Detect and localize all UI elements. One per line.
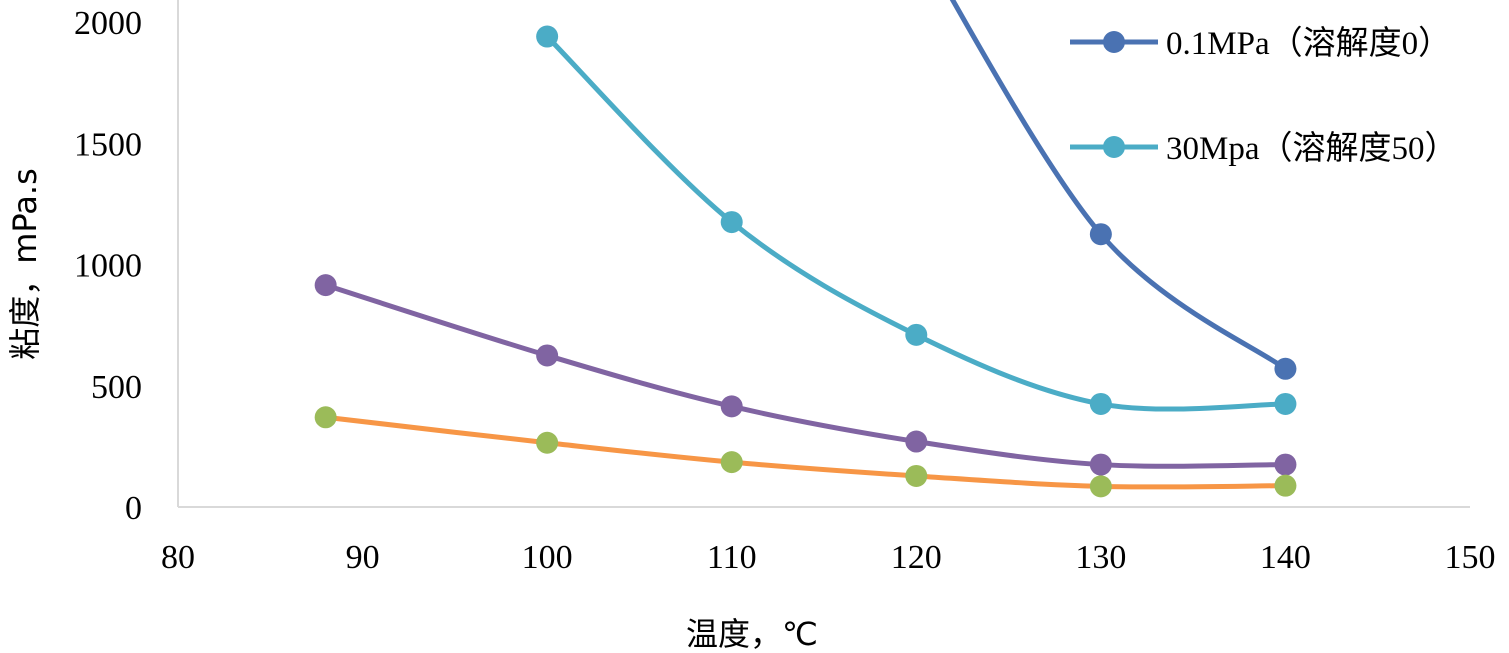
series-line-3 xyxy=(323,282,1288,469)
x-tick-label: 90 xyxy=(346,539,380,576)
legend-entry: 0.1MPa（溶解度0） xyxy=(1166,25,1451,62)
legend-swatch-marker xyxy=(1103,31,1125,53)
legend-swatch-marker xyxy=(1103,136,1125,158)
x-tick-label: 120 xyxy=(891,539,942,576)
series-3-point xyxy=(536,344,559,367)
axes: 0 500 1000 1500 2000 80 90 100 110 120 130 140 150 xyxy=(74,0,1496,576)
marker-layer xyxy=(314,25,1297,498)
series-2-point xyxy=(1089,392,1112,415)
series-3-point xyxy=(1089,453,1112,476)
series-3-point xyxy=(1274,453,1297,476)
y-tick-label: 0 xyxy=(125,490,142,527)
series-4-point xyxy=(1089,475,1112,498)
series-3-point xyxy=(720,395,743,418)
series-4-point xyxy=(720,451,743,474)
legend: 0.1MPa（溶解度0） 30Mpa（溶解度50） xyxy=(1070,25,1458,167)
y-tick-label: 500 xyxy=(91,369,142,406)
series-1-point xyxy=(1089,223,1112,246)
series-4-point xyxy=(536,431,559,454)
y-tick-label: 1500 xyxy=(74,126,142,163)
series-3-point xyxy=(905,430,928,453)
y-axis-title: 粘度，mPa.s xyxy=(6,168,44,360)
y-tick-label: 2000 xyxy=(74,5,142,42)
x-tick-label: 80 xyxy=(161,539,195,576)
series-line-4 xyxy=(323,414,1288,490)
x-tick-label: 110 xyxy=(707,539,757,576)
x-axis-title: 温度，℃ xyxy=(686,615,818,653)
y-tick-label: 1000 xyxy=(74,248,142,285)
x-tick-label: 140 xyxy=(1260,539,1311,576)
x-tick-label: 150 xyxy=(1445,539,1496,576)
series-3-point xyxy=(314,274,337,297)
series-2-point xyxy=(905,323,928,346)
series-4-point xyxy=(314,406,337,429)
series-2-point xyxy=(720,211,743,234)
series-1-point xyxy=(1274,357,1297,380)
series-2-point xyxy=(1274,392,1297,415)
x-tick-label: 100 xyxy=(522,539,573,576)
series-4-point xyxy=(1274,474,1297,497)
series-2-point xyxy=(536,25,559,48)
series-layer xyxy=(323,0,1288,490)
legend-entry: 30Mpa（溶解度50） xyxy=(1166,130,1458,167)
series-4-point xyxy=(905,464,928,487)
x-tick-label: 130 xyxy=(1075,539,1126,576)
series-line-2 xyxy=(544,34,1288,412)
